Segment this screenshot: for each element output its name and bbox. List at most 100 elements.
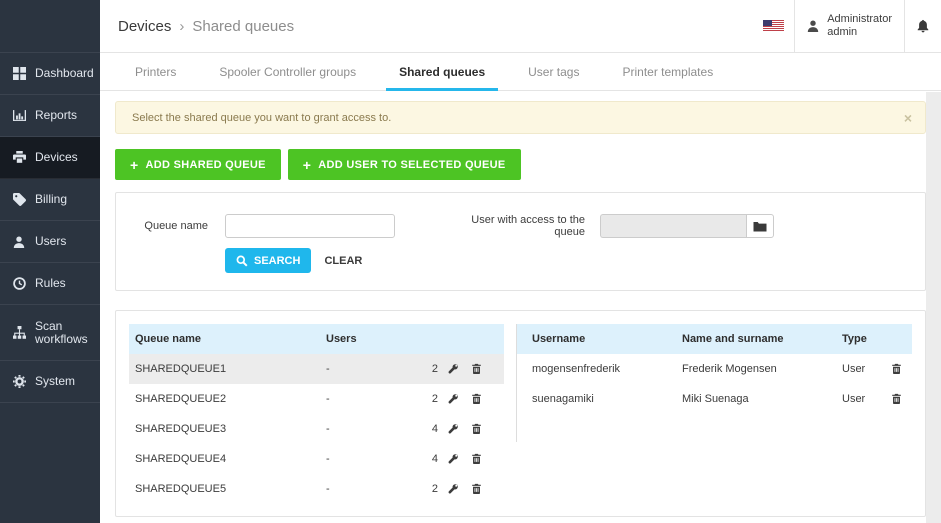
delete-queue-button[interactable] <box>467 423 486 435</box>
language-selector[interactable] <box>752 0 794 52</box>
trash-icon <box>471 423 482 435</box>
sidebar-item-label: System <box>35 374 76 388</box>
tab-printers[interactable]: Printers <box>135 53 176 90</box>
tag-icon <box>12 193 26 206</box>
button-label: SEARCH <box>254 254 301 267</box>
username-cell: mogensenfrederik <box>532 363 621 375</box>
browse-users-button[interactable] <box>746 214 774 238</box>
tables-panel: Queue name Users SHAREDQUEUE1 - 2 SHARED… <box>115 310 926 517</box>
sidebar-item-devices[interactable]: Devices <box>0 137 100 179</box>
top-header: Devices › Shared queues Administrator ad… <box>100 0 941 53</box>
queue-name-cell: SHAREDQUEUE5 <box>135 483 227 495</box>
user-access-group <box>600 214 774 238</box>
tab-spooler-controller-groups[interactable]: Spooler Controller groups <box>219 53 356 90</box>
add-user-to-selected-queue-button[interactable]: + ADD USER TO SELECTED QUEUE <box>287 149 521 180</box>
user-icon <box>807 20 819 32</box>
queue-user-count: 2 <box>431 363 438 375</box>
info-alert: Select the shared queue you want to gran… <box>115 101 926 134</box>
us-flag-icon <box>762 20 784 32</box>
edit-queue-button[interactable] <box>443 483 462 495</box>
column-header-username[interactable]: Username <box>532 333 586 345</box>
delete-queue-button[interactable] <box>467 483 486 495</box>
queue-name-cell: SHAREDQUEUE3 <box>135 423 227 435</box>
users-table-header: Username Name and surname Type <box>517 324 912 354</box>
queue-user-row[interactable]: mogensenfrederik Frederik Mogensen User <box>517 354 912 384</box>
queue-users-cell: - <box>326 483 330 495</box>
queue-name-label: Queue name <box>144 220 208 232</box>
search-button[interactable]: SEARCH <box>225 248 312 273</box>
edit-queue-button[interactable] <box>443 393 462 405</box>
queue-user-count: 4 <box>431 453 438 465</box>
sitemap-icon <box>12 326 26 339</box>
sidebar-item-system[interactable]: System <box>0 361 100 403</box>
delete-queue-button[interactable] <box>467 453 486 465</box>
trash-icon <box>471 393 482 405</box>
delete-queue-button[interactable] <box>467 363 486 375</box>
queue-users-cell: - <box>326 453 330 465</box>
close-icon[interactable]: × <box>903 109 912 126</box>
action-buttons: + ADD SHARED QUEUE + ADD USER TO SELECTE… <box>115 149 926 180</box>
queue-users-cell: - <box>326 363 330 375</box>
main-content: Select the shared queue you want to gran… <box>100 92 941 523</box>
queue-row[interactable]: SHAREDQUEUE1 - 2 <box>129 354 504 384</box>
queue-name-input[interactable] <box>225 214 395 238</box>
queue-row[interactable]: SHAREDQUEUE4 - 4 <box>129 444 504 474</box>
sidebar-item-reports[interactable]: Reports <box>0 95 100 137</box>
dashboard-icon <box>12 67 26 80</box>
user-menu[interactable]: Administrator admin <box>794 0 904 52</box>
trash-icon <box>471 483 482 495</box>
user-menu-label: Administrator admin <box>827 13 892 39</box>
queue-users-cell: - <box>326 393 330 405</box>
bell-icon <box>916 19 930 33</box>
users-table-body: mogensenfrederik Frederik Mogensen User … <box>517 354 912 414</box>
notifications-button[interactable] <box>904 0 941 52</box>
queue-user-count: 4 <box>431 423 438 435</box>
edit-queue-button[interactable] <box>443 453 462 465</box>
sidebar-item-billing[interactable]: Billing <box>0 179 100 221</box>
edit-queue-button[interactable] <box>443 423 462 435</box>
sidebar-item-label: Reports <box>35 108 78 122</box>
breadcrumb: Devices › Shared queues <box>100 0 752 52</box>
sidebar-item-rules[interactable]: Rules <box>0 263 100 305</box>
queues-table-body: SHAREDQUEUE1 - 2 SHAREDQUEUE2 - 2 <box>129 354 504 504</box>
user-role: Administrator <box>827 13 892 25</box>
queue-name-cell: SHAREDQUEUE4 <box>135 453 227 465</box>
clear-button[interactable]: CLEAR <box>324 254 363 267</box>
add-shared-queue-button[interactable]: + ADD SHARED QUEUE <box>115 149 281 180</box>
user-name: admin <box>827 26 858 38</box>
name-surname-cell: Frederik Mogensen <box>682 363 777 375</box>
user-icon <box>12 236 26 248</box>
sidebar-item-label: Users <box>35 234 67 248</box>
edit-queue-button[interactable] <box>443 363 462 375</box>
sidebar-item-label: Rules <box>35 276 66 290</box>
queue-user-count: 2 <box>431 483 438 495</box>
column-header-users[interactable]: Users <box>326 333 357 345</box>
queue-row[interactable]: SHAREDQUEUE2 - 2 <box>129 384 504 414</box>
queue-row[interactable]: SHAREDQUEUE5 - 2 <box>129 474 504 504</box>
gear-icon <box>12 375 26 388</box>
tab-label: Printers <box>135 64 177 79</box>
sidebar-item-scan-workflows[interactable]: Scan workflows <box>0 305 100 361</box>
tab-shared-queues[interactable]: Shared queues <box>386 53 499 91</box>
column-header-type[interactable]: Type <box>842 333 867 345</box>
queue-row[interactable]: SHAREDQUEUE3 - 4 <box>129 414 504 444</box>
column-header-name-surname[interactable]: Name and surname <box>682 333 784 345</box>
wrench-icon <box>447 423 459 435</box>
delete-user-button[interactable] <box>886 363 906 375</box>
user-access-input[interactable] <box>600 214 746 238</box>
sidebar-top-spacer <box>0 0 100 53</box>
scrollbar[interactable] <box>926 92 941 523</box>
delete-user-button[interactable] <box>886 393 906 405</box>
column-header-queue-name[interactable]: Queue name <box>135 333 202 345</box>
delete-queue-button[interactable] <box>467 393 486 405</box>
trash-icon <box>891 363 902 375</box>
tab-printer-templates[interactable]: Printer templates <box>622 53 713 90</box>
sidebar-item-users[interactable]: Users <box>0 221 100 263</box>
queue-users-table: Username Name and surname Type mogensenf… <box>516 324 912 442</box>
queue-user-row[interactable]: suenagamiki Miki Suenaga User <box>517 384 912 414</box>
breadcrumb-section[interactable]: Devices <box>118 17 172 35</box>
sidebar-item-dashboard[interactable]: Dashboard <box>0 53 100 95</box>
tab-user-tags[interactable]: User tags <box>528 53 579 90</box>
type-cell: User <box>842 393 866 405</box>
tab-label: Shared queues <box>399 64 486 79</box>
